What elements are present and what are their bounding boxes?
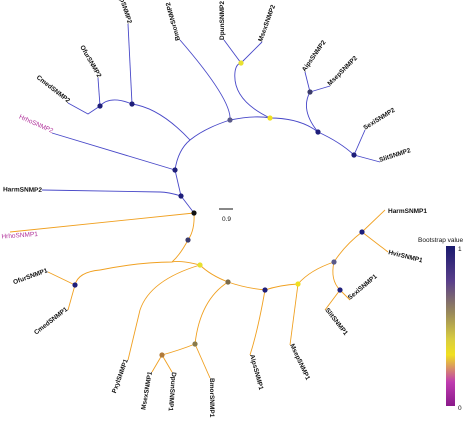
leaf-label: MsepSNMP2 <box>326 55 359 88</box>
leaf-label: BmorSNMP1 <box>208 378 215 418</box>
node-snmp2-h <box>351 152 357 158</box>
leaf-label: HarmSNMP2 <box>3 186 43 194</box>
leaf-labels-snmp1: HrhoSNMP1 HarmSNMP1 HvirSNMP1 SexiSNMP1 … <box>1 208 427 418</box>
leaf-label-highlight: HrhoSNMP2 <box>18 114 55 135</box>
legend-min-label: 0 <box>458 405 462 412</box>
legend-title: Bootstrap value <box>418 237 464 244</box>
node-snmp1-g <box>295 281 301 287</box>
node-snmp1-f <box>262 287 268 293</box>
leaf-label: DpunSNMP1 <box>167 372 177 412</box>
leaf-label: MsexSNMP1 <box>140 371 154 411</box>
leaf-label: MsexSNMP2 <box>257 4 277 43</box>
snmp2-clade <box>41 23 381 214</box>
leaf-label: CmedSNMP2 <box>35 74 71 105</box>
node-snmp2-a <box>227 117 233 123</box>
leaf-label: SexiSNMP1 <box>347 273 379 302</box>
leaf-label: SlitSNMP2 <box>378 147 411 164</box>
legend-max-label: 1 <box>458 246 462 253</box>
leaf-label: HarmSNMP1 <box>388 208 427 215</box>
node-snmp1-j <box>359 229 365 235</box>
node-snmp1-a <box>72 282 78 288</box>
leaf-label: HvirSNMP1 <box>388 249 424 264</box>
leaf-label: SexiSNMP2 <box>362 107 396 132</box>
node-snmp2-c <box>97 103 103 109</box>
node-snmp2-d <box>267 115 273 121</box>
node-snmp2 <box>178 193 184 199</box>
leaf-label-highlight: HrhoSNMP1 <box>1 231 38 241</box>
leaf-label: OfurSNMP1 <box>12 267 49 286</box>
node-snmp2-b <box>129 101 135 107</box>
node-snmp2-e <box>238 60 244 66</box>
node-snmp1-b <box>197 262 203 268</box>
node-snmp2-f <box>315 129 321 135</box>
scale-bar-label: 0.9 <box>222 216 231 223</box>
bootstrap-legend: Bootstrap value 1 0 <box>418 237 464 412</box>
leaf-label: SlitSNMP1 <box>323 307 349 337</box>
leaf-label: AipsSNMP2 <box>301 39 328 73</box>
node-snmp1-i <box>337 287 343 293</box>
legend-colorbar <box>446 246 455 406</box>
scale-bar: 0.9 <box>219 208 233 223</box>
leaf-label: CsupSNMP2 <box>114 0 133 25</box>
leaf-label: BmorSNMP2 <box>165 1 182 41</box>
node-root <box>191 210 197 216</box>
node-snmp2-g <box>307 89 313 95</box>
snmp1-clade <box>9 209 389 379</box>
leaf-label: MsepSNMP1 <box>288 343 311 382</box>
node-snmp2-sub <box>172 167 178 173</box>
node-snmp1 <box>185 237 191 243</box>
leaf-label: CmedSNMP1 <box>33 306 69 337</box>
leaf-labels-snmp2: DpunSNMP2 MsexSNMP2 AipsSNMP2 MsepSNMP2 … <box>3 0 412 194</box>
node-snmp1-c <box>225 279 231 285</box>
node-snmp1-d <box>192 341 198 347</box>
leaf-label: PxylSNMP1 <box>111 358 130 394</box>
leaf-label: OfurSNMP2 <box>78 44 102 79</box>
leaf-label: AipsSNMP1 <box>248 354 264 391</box>
node-snmp1-h <box>331 259 337 265</box>
bootstrap-nodes <box>72 60 365 358</box>
node-snmp1-e <box>159 352 165 358</box>
leaf-label: DpunSNMP2 <box>219 1 226 40</box>
